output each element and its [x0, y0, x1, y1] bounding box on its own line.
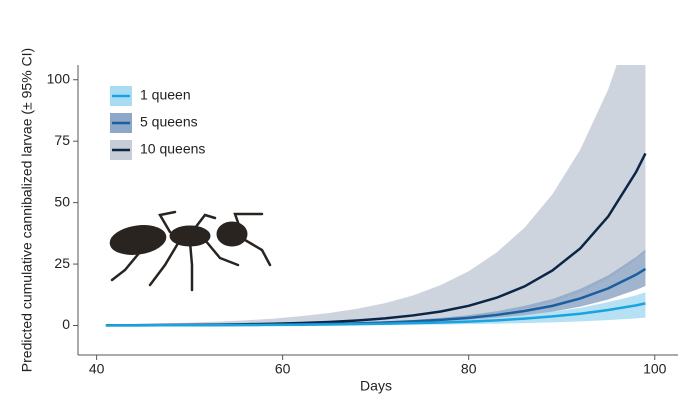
y-axis-label: Predicted cumulative cannibalized larvae…: [19, 48, 35, 372]
x-tick-label: 40: [89, 361, 105, 377]
legend-label: 1 queen: [140, 87, 191, 103]
series-line: [105, 302, 646, 327]
lines: [105, 152, 647, 327]
ci-band: [105, 292, 646, 326]
y-tick-label: 100: [47, 70, 71, 86]
ci-band: [105, 65, 646, 326]
y-tick-label: 25: [54, 255, 70, 271]
y-tick-label: 50: [54, 193, 70, 209]
bands: [105, 65, 646, 326]
x-tick-label: 60: [275, 361, 291, 377]
legend: 1 queen 5 queens 10 queens: [110, 86, 205, 160]
legend-label: 10 queens: [140, 141, 205, 157]
x-tick-label: 80: [461, 361, 477, 377]
x-axis-label: Days: [360, 378, 392, 394]
ticks: 40 60 80 100 0 25 50 75 100: [47, 70, 667, 376]
legend-label: 5 queens: [140, 114, 198, 130]
ant-illustration: [109, 210, 272, 292]
y-tick-label: 75: [54, 132, 70, 148]
y-tick-label: 0: [62, 316, 70, 332]
x-tick-label: 100: [643, 361, 667, 377]
